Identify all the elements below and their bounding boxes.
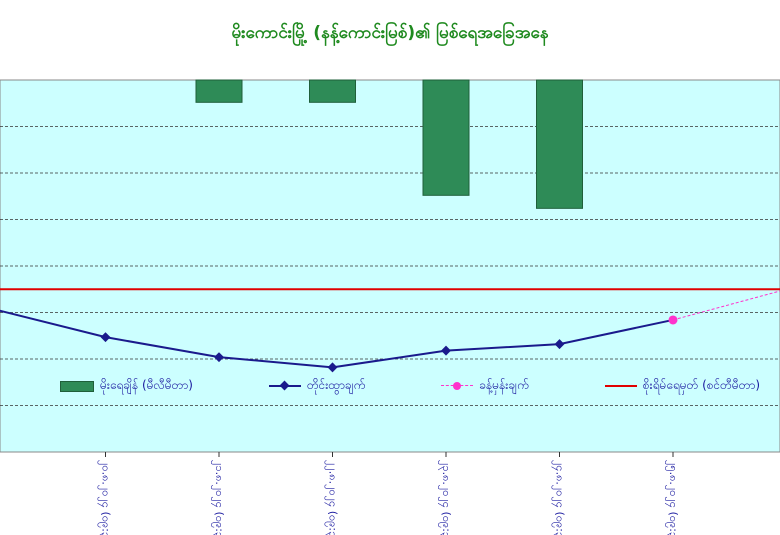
rainfall-bar	[422, 79, 470, 196]
legend-item-forecast: ခန့်မှန်းချက်	[441, 377, 529, 395]
observed-point	[441, 345, 451, 356]
legend-forecast-swatch	[441, 381, 474, 391]
x-tick-label: ၂၃.၈.၂၀၂၄ (၀၉:၃၀)	[438, 460, 453, 535]
legend-observed-swatch	[268, 381, 301, 391]
legend-item-observed: တိုင်းထွာချက်	[268, 377, 366, 395]
legend-item-warning: စိုးရိမ်ရေမှတ် (စင်တီမီတာ)	[604, 377, 760, 395]
gridlines	[0, 126, 780, 406]
observed-point	[327, 362, 338, 373]
legend-rainfall-label: မိုးရေချိန် (မီလီမီတာ)	[100, 378, 193, 392]
chart-title: မိုးကောင်းမြို့ (နန့်ကောင်းမြစ်)၏ မြစ်ရေ…	[231, 23, 549, 43]
forecast-series	[668, 290, 780, 325]
rainfall-bar	[195, 79, 243, 103]
legend-rainfall-swatch	[60, 380, 94, 392]
x-tick-label: ၂၁.၈.၂၀၂၄ (၀၉:၃၀)	[211, 460, 226, 535]
legend-forecast-label: ခန့်မှန်းချက်	[479, 378, 529, 392]
x-axis-ticks: …၂၀.၈.၂၀၂၄ (၀၉:၃၀)၂၁.၈.၂၀၂၄ (၀၉:၃၀)၂၂.၈.…	[98, 452, 680, 535]
legend-item-rainfall: မိုးရေချိန် (မီလီမီတာ)	[60, 377, 193, 395]
x-tick-label: ၂၀.၈.၂၀၂၄ (၀၉:၃၀)	[98, 460, 113, 535]
legend-warning-swatch	[604, 381, 637, 391]
forecast-line	[672, 290, 780, 321]
x-tick-label: ၂၅.၈.၂၀၂၄ (၀၉:၃၀)	[665, 460, 680, 535]
x-tick-label: ၂၂.၈.၂၀၂၄ (၀၉:၃၀)	[325, 460, 340, 535]
legend-observed-label: တိုင်းထွာချက်	[306, 378, 366, 392]
x-tick-label: ၂၄.၈.၂၀၂၄ (၀၉:၃၀)	[552, 460, 567, 535]
forecast-point	[668, 315, 678, 325]
observed-point	[554, 339, 565, 350]
rainfall-bars	[195, 79, 583, 209]
legend: မိုးရေချိန် (မီလီမီတာ) တိုင်းထွာချက် ခန့…	[60, 374, 760, 398]
observed-point	[214, 352, 224, 363]
rainfall-bar	[309, 79, 356, 103]
rainfall-bar	[536, 79, 583, 209]
legend-warning-label: စိုးရိမ်ရေမှတ် (စင်တီမီတာ)	[642, 378, 760, 392]
